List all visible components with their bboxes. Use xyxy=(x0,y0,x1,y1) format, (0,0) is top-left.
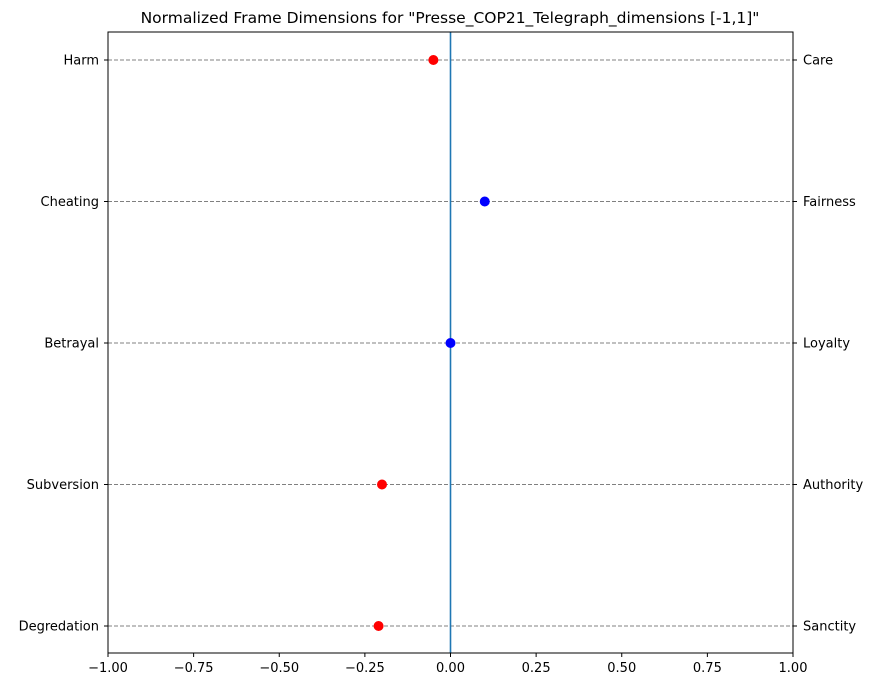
right-tick-label: Care xyxy=(803,54,833,69)
x-tick-label: 0.50 xyxy=(607,661,636,676)
right-axis: Care Fairness Loyalty Authority Sanctity xyxy=(793,54,863,635)
data-point xyxy=(428,55,439,65)
x-tick-label: −0.75 xyxy=(174,661,214,676)
data-point xyxy=(377,479,387,490)
right-tick-label: Fairness xyxy=(803,195,856,210)
x-axis: −1.00 −0.75 −0.50 −0.25 0.00 0.25 0.50 0.75 1.00 xyxy=(88,653,807,676)
left-axis: Harm Cheating Betrayal Subversion Degredatio… xyxy=(19,54,108,635)
x-tick-label: 1.00 xyxy=(779,661,808,676)
chart-title: Normalized Frame Dimensions for "Presse_… xyxy=(141,9,760,28)
right-tick-label: Loyalty xyxy=(803,337,850,352)
left-tick-label: Harm xyxy=(63,54,99,69)
right-tick-label: Authority xyxy=(803,478,863,493)
data-point xyxy=(479,196,490,207)
data-point xyxy=(445,338,456,348)
x-tick-label: −1.00 xyxy=(88,661,128,676)
left-tick-label: Subversion xyxy=(27,478,99,493)
data-point xyxy=(373,621,384,631)
left-tick-label: Betrayal xyxy=(44,337,99,352)
data-points xyxy=(373,55,490,631)
x-tick-label: 0.25 xyxy=(522,661,551,676)
x-tick-label: 0.00 xyxy=(436,661,465,676)
x-tick-label: −0.25 xyxy=(345,661,385,676)
right-tick-label: Sanctity xyxy=(803,620,856,635)
left-tick-label: Degredation xyxy=(19,620,99,635)
x-tick-label: −0.50 xyxy=(259,661,299,676)
left-tick-label: Cheating xyxy=(41,195,99,210)
x-tick-label: 0.75 xyxy=(693,661,722,676)
